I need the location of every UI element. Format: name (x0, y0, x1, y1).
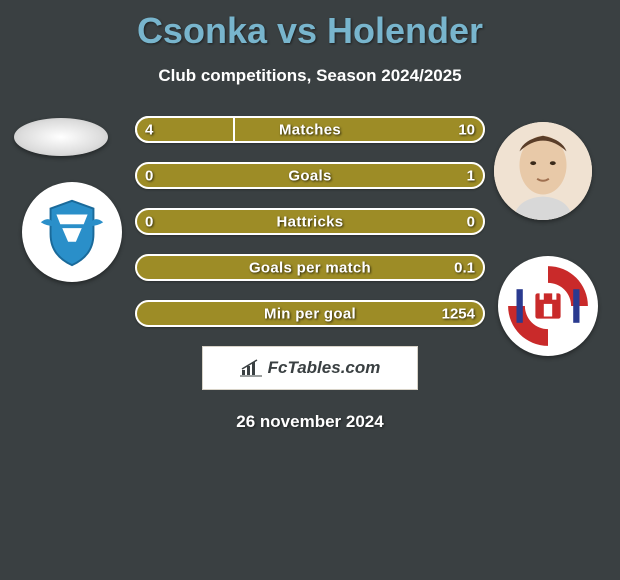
bar-value-right: 0.1 (454, 259, 475, 276)
bar-value-left: 0 (145, 213, 153, 230)
bar-value-left: 4 (145, 121, 153, 138)
bar-label: Hattricks (135, 213, 485, 230)
stat-bar: Matches4 10 (135, 116, 485, 143)
stat-bar: Goals per match0.1 (135, 254, 485, 281)
date-text: 26 november 2024 (0, 412, 620, 432)
bar-value-right: 0 (467, 213, 475, 230)
stat-bar: Min per goal1254 (135, 300, 485, 327)
bar-value-right: 10 (458, 121, 475, 138)
stat-bar: Hattricks0 0 (135, 208, 485, 235)
bar-label: Min per goal (135, 305, 485, 322)
bar-label: Matches (135, 121, 485, 138)
stat-bar: Goals0 1 (135, 162, 485, 189)
bar-value-right: 1 (467, 167, 475, 184)
bar-label: Goals per match (135, 259, 485, 276)
subtitle: Club competitions, Season 2024/2025 (0, 66, 620, 86)
page-title: Csonka vs Holender (0, 0, 620, 52)
bar-label: Goals (135, 167, 485, 184)
watermark-text: FcTables.com (268, 358, 381, 378)
bar-value-left: 0 (145, 167, 153, 184)
bars-icon (240, 359, 262, 377)
comparison-bars: Matches410Goals01Hattricks00Goals per ma… (0, 116, 620, 327)
watermark-badge: FcTables.com (202, 346, 418, 390)
bar-value-right: 1254 (442, 305, 475, 322)
